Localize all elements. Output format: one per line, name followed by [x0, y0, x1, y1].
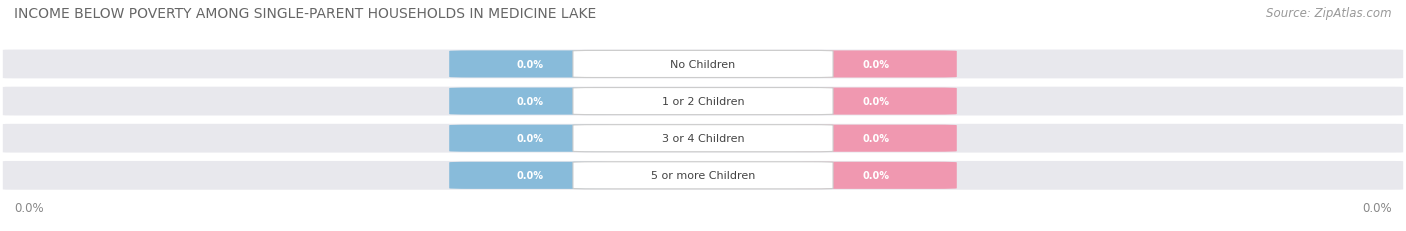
Text: 0.0%: 0.0%	[862, 170, 890, 181]
FancyBboxPatch shape	[796, 125, 956, 152]
FancyBboxPatch shape	[796, 51, 956, 78]
Text: Source: ZipAtlas.com: Source: ZipAtlas.com	[1267, 7, 1392, 20]
Text: INCOME BELOW POVERTY AMONG SINGLE-PARENT HOUSEHOLDS IN MEDICINE LAKE: INCOME BELOW POVERTY AMONG SINGLE-PARENT…	[14, 7, 596, 21]
FancyBboxPatch shape	[3, 50, 1403, 79]
Text: 0.0%: 0.0%	[862, 60, 890, 70]
Text: 0.0%: 0.0%	[516, 97, 544, 107]
FancyBboxPatch shape	[796, 162, 956, 189]
Text: 0.0%: 0.0%	[516, 134, 544, 144]
Text: 0.0%: 0.0%	[516, 170, 544, 181]
Text: No Children: No Children	[671, 60, 735, 70]
FancyBboxPatch shape	[450, 162, 612, 189]
Text: 0.0%: 0.0%	[14, 201, 44, 214]
FancyBboxPatch shape	[3, 161, 1403, 190]
FancyBboxPatch shape	[450, 88, 612, 115]
Text: 3 or 4 Children: 3 or 4 Children	[662, 134, 744, 144]
Text: 0.0%: 0.0%	[862, 134, 890, 144]
FancyBboxPatch shape	[3, 87, 1403, 116]
Text: 0.0%: 0.0%	[862, 97, 890, 107]
FancyBboxPatch shape	[574, 51, 832, 78]
Text: 0.0%: 0.0%	[1362, 201, 1392, 214]
FancyBboxPatch shape	[450, 51, 612, 78]
FancyBboxPatch shape	[574, 162, 832, 189]
Text: 1 or 2 Children: 1 or 2 Children	[662, 97, 744, 107]
FancyBboxPatch shape	[574, 88, 832, 115]
FancyBboxPatch shape	[450, 125, 612, 152]
Text: 0.0%: 0.0%	[516, 60, 544, 70]
Text: 5 or more Children: 5 or more Children	[651, 170, 755, 181]
FancyBboxPatch shape	[796, 88, 956, 115]
FancyBboxPatch shape	[3, 124, 1403, 153]
FancyBboxPatch shape	[574, 125, 832, 152]
